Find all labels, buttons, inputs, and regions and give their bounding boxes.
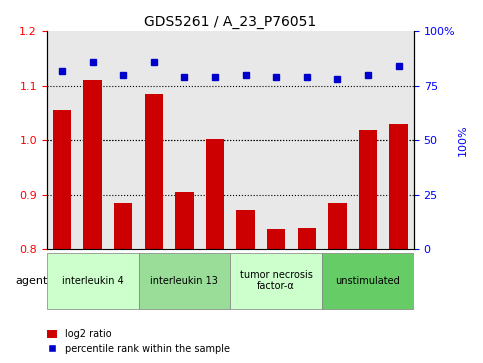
- Bar: [359, 130, 377, 363]
- Text: agent: agent: [15, 276, 47, 286]
- Bar: [267, 229, 285, 363]
- Bar: [298, 228, 316, 363]
- Bar: [114, 203, 132, 363]
- FancyBboxPatch shape: [230, 253, 322, 309]
- Text: interleukin 13: interleukin 13: [151, 276, 218, 286]
- Bar: [237, 209, 255, 363]
- Bar: [175, 192, 194, 363]
- Bar: [53, 110, 71, 363]
- Bar: [84, 81, 102, 363]
- Bar: [144, 94, 163, 363]
- Legend: log2 ratio, percentile rank within the sample: log2 ratio, percentile rank within the s…: [43, 326, 234, 358]
- Text: tumor necrosis
factor-α: tumor necrosis factor-α: [240, 270, 313, 291]
- Text: unstimulated: unstimulated: [336, 276, 400, 286]
- Title: GDS5261 / A_23_P76051: GDS5261 / A_23_P76051: [144, 15, 316, 29]
- Bar: [328, 203, 347, 363]
- Bar: [389, 124, 408, 363]
- FancyBboxPatch shape: [139, 253, 230, 309]
- Text: interleukin 4: interleukin 4: [62, 276, 124, 286]
- FancyBboxPatch shape: [322, 253, 414, 309]
- Y-axis label: 100%: 100%: [458, 125, 468, 156]
- Bar: [206, 139, 224, 363]
- FancyBboxPatch shape: [47, 253, 139, 309]
